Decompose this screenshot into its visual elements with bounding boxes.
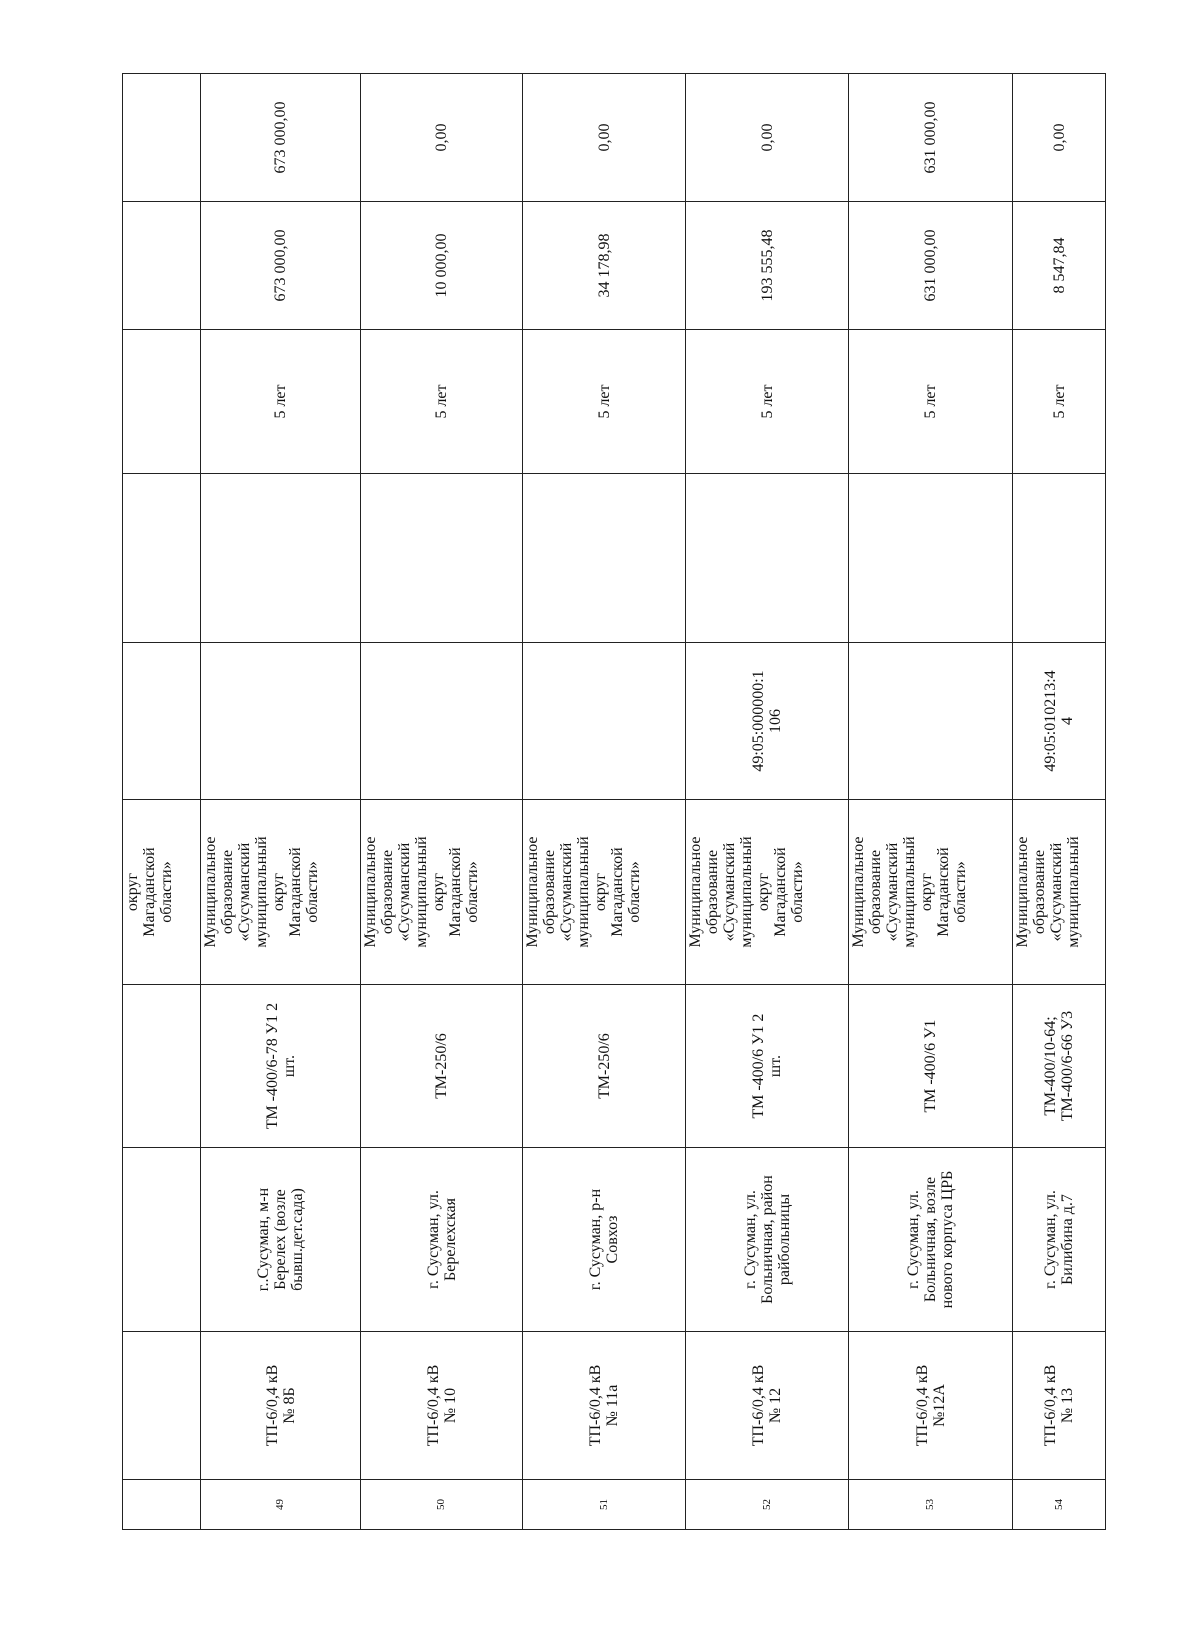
- cell-empty: [522, 473, 686, 643]
- cell-cadastral: [848, 642, 1013, 800]
- cell-empty: [848, 473, 1013, 643]
- cell-owner: Муниципальное образование «Сусуманский м…: [200, 799, 361, 985]
- cell-amount2: 0,00: [522, 73, 686, 202]
- cell-amount2: 0,00: [685, 73, 849, 202]
- cell-amount1: 631 000,00: [848, 201, 1013, 330]
- cell-amount1: [122, 201, 201, 330]
- cell-address: г. Сусуман, ул. Больничная, район райбол…: [685, 1147, 849, 1332]
- cell-amount1: 10 000,00: [360, 201, 523, 330]
- cell-name: ТП-6/0,4 кВ № 8Б: [200, 1331, 361, 1480]
- cell-amount2: [122, 73, 201, 202]
- cell-cadastral: [522, 642, 686, 800]
- cell-num: 51: [522, 1479, 686, 1530]
- table-row-continuation: округ Магаданской области»: [122, 73, 201, 1530]
- cell-amount1: 8 547,84: [1012, 201, 1106, 330]
- property-table: округ Магаданской области» 49 ТП-6/0,4 кВ…: [122, 73, 1106, 1530]
- cell-cadastral: [360, 642, 523, 800]
- cell-type: ТМ-400/10-64; ТМ-400/6-66 У3: [1012, 984, 1106, 1148]
- cell-name: ТП-6/0,4 кВ № 10: [360, 1331, 523, 1480]
- cell-type: ТМ-250/6: [522, 984, 686, 1148]
- cell-cadastral: 49:05:000000:1 106: [685, 642, 849, 800]
- cell-empty: [200, 473, 361, 643]
- cell-address: г..Сусуман, м-н Берелех (возле бывш.дет.…: [200, 1147, 361, 1332]
- table-row: 50 ТП-6/0,4 кВ № 10 г. Сусуман, ул. Береле…: [360, 73, 523, 1530]
- cell-num: 49: [200, 1479, 361, 1530]
- cell-type: ТМ -400/6-78 У1 2 шт.: [200, 984, 361, 1148]
- cell-term: 5 лет: [200, 329, 361, 474]
- cell-name: ТП-6/0,4 кВ № 13: [1012, 1331, 1106, 1480]
- cell-empty: [685, 473, 849, 643]
- cell-type: ТМ -400/6 У1 2 шт.: [685, 984, 849, 1148]
- cell-cadastral: 49:05:010213:4 4: [1012, 642, 1106, 800]
- cell-amount2: 0,00: [360, 73, 523, 202]
- cell-cadastral: [200, 642, 361, 800]
- cell-term: 5 лет: [1012, 329, 1106, 474]
- cell-address: г. Сусуман, ул. Берелехская: [360, 1147, 523, 1332]
- cell-num: 54: [1012, 1479, 1106, 1530]
- cell-name: [122, 1331, 201, 1480]
- cell-address: г. Сусуман, ул. Билибина д.7: [1012, 1147, 1106, 1332]
- cell-address: [122, 1147, 201, 1332]
- cell-amount2: 673 000,00: [200, 73, 361, 202]
- cell-name: ТП-6/0,4 кВ №12А: [848, 1331, 1013, 1480]
- cell-amount1: 193 555,48: [685, 201, 849, 330]
- cell-num: 52: [685, 1479, 849, 1530]
- table-row: 51 ТП-6/0,4 кВ № 11а г. Сусуман, р-н Совхо…: [522, 73, 686, 1530]
- cell-term: [122, 329, 201, 474]
- table-row: 52 ТП-6/0,4 кВ № 12 г. Сусуман, ул. Больни…: [685, 73, 849, 1530]
- table-row: 49 ТП-6/0,4 кВ № 8Б г..Сусуман, м-н Береле…: [200, 73, 361, 1530]
- rotated-page: округ Магаданской области» 49 ТП-6/0,4 кВ…: [122, 73, 1106, 1530]
- cell-type: ТМ -400/6 У1: [848, 984, 1013, 1148]
- cell-type: [122, 984, 201, 1148]
- cell-amount2: 631 000,00: [848, 73, 1013, 202]
- cell-name: ТП-6/0,4 кВ № 11а: [522, 1331, 686, 1480]
- cell-empty: [360, 473, 523, 643]
- cell-amount1: 673 000,00: [200, 201, 361, 330]
- cell-address: г. Сусуман, ул. Больничная, возле нового…: [848, 1147, 1013, 1332]
- cell-term: 5 лет: [522, 329, 686, 474]
- table-row: 53 ТП-6/0,4 кВ №12А г. Сусуман, ул. Больни…: [848, 73, 1013, 1530]
- cell-owner: Муниципальное образование «Сусуманский м…: [1012, 799, 1106, 985]
- cell-address: г. Сусуман, р-н Совхоз: [522, 1147, 686, 1332]
- cell-term: 5 лет: [685, 329, 849, 474]
- cell-term: 5 лет: [360, 329, 523, 474]
- cell-name: ТП-6/0,4 кВ № 12: [685, 1331, 849, 1480]
- cell-owner: округ Магаданской области»: [122, 799, 201, 985]
- cell-amount1: 34 178,98: [522, 201, 686, 330]
- cell-num: 53: [848, 1479, 1013, 1530]
- cell-owner: Муниципальное образование «Сусуманский м…: [522, 799, 686, 985]
- table-row: 54 ТП-6/0,4 кВ № 13 г. Сусуман, ул. Билиби…: [1012, 73, 1106, 1530]
- cell-owner: Муниципальное образование «Сусуманский м…: [685, 799, 849, 985]
- cell-owner: Муниципальное образование «Сусуманский м…: [848, 799, 1013, 985]
- cell-empty: [1012, 473, 1106, 643]
- cell-cadastral: [122, 642, 201, 800]
- cell-amount2: 0,00: [1012, 73, 1106, 202]
- cell-empty: [122, 473, 201, 643]
- cell-term: 5 лет: [848, 329, 1013, 474]
- cell-num: [122, 1479, 201, 1530]
- cell-type: ТМ-250/6: [360, 984, 523, 1148]
- cell-num: 50: [360, 1479, 523, 1530]
- cell-owner: Муниципальное образование «Сусуманский м…: [360, 799, 523, 985]
